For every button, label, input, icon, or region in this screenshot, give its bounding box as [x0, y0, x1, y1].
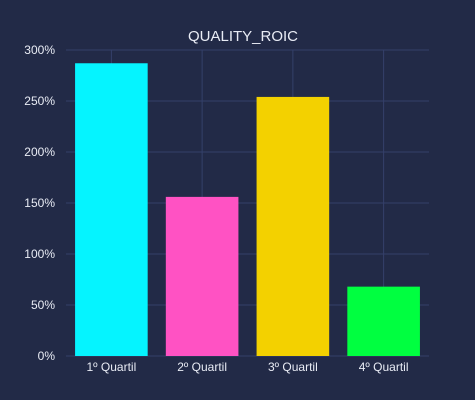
bar-3 — [257, 97, 330, 356]
y-tick-label: 0% — [38, 349, 56, 363]
y-tick-label: 150% — [24, 196, 55, 210]
y-axis-tick-labels: 0% 50% 100% 150% 200% 250% 300% — [24, 43, 55, 363]
bar-2 — [166, 197, 239, 356]
x-tick-label: 4º Quartil — [359, 360, 409, 374]
bar-4 — [347, 287, 420, 356]
x-axis-tick-labels: 1º Quartil 2º Quartil 3º Quartil 4º Quartil — [87, 360, 409, 374]
y-tick-label: 250% — [24, 94, 55, 108]
chart-title: QUALITY_ROIC — [188, 28, 298, 45]
x-tick-label: 1º Quartil — [87, 360, 137, 374]
y-tick-label: 200% — [24, 145, 55, 159]
y-tick-label: 300% — [24, 43, 55, 57]
y-tick-label: 100% — [24, 247, 55, 261]
x-tick-label: 3º Quartil — [268, 360, 318, 374]
x-tick-label: 2º Quartil — [177, 360, 227, 374]
bar-1 — [75, 63, 148, 356]
bars — [75, 63, 420, 356]
y-tick-label: 50% — [31, 298, 55, 312]
